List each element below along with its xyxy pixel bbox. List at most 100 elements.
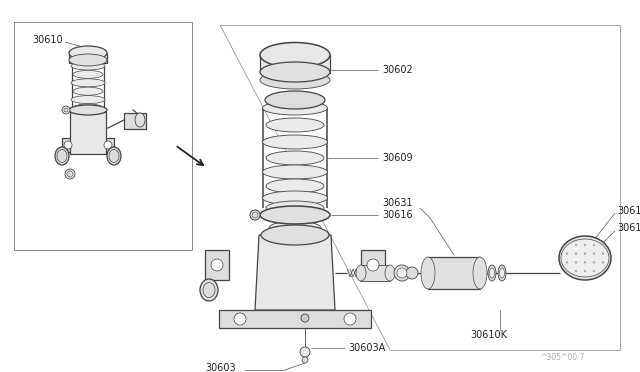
Ellipse shape xyxy=(135,113,145,127)
Ellipse shape xyxy=(69,46,107,60)
Bar xyxy=(70,112,106,154)
Circle shape xyxy=(584,244,586,246)
Circle shape xyxy=(211,259,223,271)
Ellipse shape xyxy=(71,79,105,87)
Circle shape xyxy=(367,259,379,271)
Ellipse shape xyxy=(488,265,496,281)
Bar xyxy=(205,250,229,280)
Bar xyxy=(69,53,107,63)
Ellipse shape xyxy=(57,150,67,163)
Circle shape xyxy=(64,141,72,149)
Ellipse shape xyxy=(490,268,495,278)
Ellipse shape xyxy=(71,96,105,103)
Ellipse shape xyxy=(266,118,324,132)
Text: 30609: 30609 xyxy=(382,153,413,163)
Ellipse shape xyxy=(473,257,487,289)
Ellipse shape xyxy=(498,265,506,281)
Ellipse shape xyxy=(69,105,107,115)
Text: 30610K: 30610K xyxy=(470,330,507,340)
Circle shape xyxy=(252,212,258,218)
Bar xyxy=(14,22,192,250)
Ellipse shape xyxy=(107,147,121,165)
Circle shape xyxy=(301,314,309,322)
Text: 30616: 30616 xyxy=(382,210,413,220)
Circle shape xyxy=(300,347,310,357)
Text: 30617: 30617 xyxy=(617,206,640,216)
Circle shape xyxy=(67,171,73,177)
Ellipse shape xyxy=(260,71,330,89)
Circle shape xyxy=(575,244,577,246)
Circle shape xyxy=(602,244,604,246)
Ellipse shape xyxy=(260,42,330,67)
Ellipse shape xyxy=(203,282,215,298)
Bar xyxy=(219,310,371,328)
Ellipse shape xyxy=(265,91,325,109)
Ellipse shape xyxy=(266,179,324,193)
Circle shape xyxy=(62,106,70,114)
Text: 30631: 30631 xyxy=(382,198,413,208)
Circle shape xyxy=(575,270,577,272)
Circle shape xyxy=(344,313,356,325)
Ellipse shape xyxy=(73,70,103,78)
Circle shape xyxy=(250,210,260,220)
Ellipse shape xyxy=(69,54,107,66)
Ellipse shape xyxy=(421,257,435,289)
Text: 30603: 30603 xyxy=(205,363,236,372)
Ellipse shape xyxy=(266,151,324,165)
Circle shape xyxy=(566,262,568,263)
Circle shape xyxy=(64,108,68,112)
Circle shape xyxy=(584,270,586,272)
Ellipse shape xyxy=(55,147,69,165)
Ellipse shape xyxy=(73,87,103,95)
Bar xyxy=(62,138,114,152)
Ellipse shape xyxy=(73,104,103,112)
Ellipse shape xyxy=(561,239,609,277)
Bar xyxy=(260,55,330,73)
Ellipse shape xyxy=(260,206,330,224)
Bar xyxy=(360,265,390,281)
Text: 30602: 30602 xyxy=(382,65,413,75)
Text: 30618: 30618 xyxy=(617,223,640,233)
Ellipse shape xyxy=(262,165,328,179)
Circle shape xyxy=(302,357,308,363)
Circle shape xyxy=(104,141,112,149)
Circle shape xyxy=(602,262,604,263)
Circle shape xyxy=(575,253,577,255)
Ellipse shape xyxy=(262,191,328,205)
Ellipse shape xyxy=(356,265,366,281)
Circle shape xyxy=(566,270,568,272)
Circle shape xyxy=(593,262,595,263)
Ellipse shape xyxy=(269,221,321,235)
Circle shape xyxy=(406,267,418,279)
Circle shape xyxy=(602,270,604,272)
Text: 30610: 30610 xyxy=(32,35,63,45)
Circle shape xyxy=(575,262,577,263)
Circle shape xyxy=(234,313,246,325)
Circle shape xyxy=(566,244,568,246)
Ellipse shape xyxy=(266,201,324,215)
Circle shape xyxy=(65,169,75,179)
Ellipse shape xyxy=(71,62,105,70)
Text: 30603A: 30603A xyxy=(348,343,385,353)
Ellipse shape xyxy=(559,236,611,280)
Bar xyxy=(124,113,146,129)
Ellipse shape xyxy=(109,150,119,163)
Ellipse shape xyxy=(261,225,329,245)
Bar xyxy=(361,250,385,280)
Ellipse shape xyxy=(385,265,395,281)
Circle shape xyxy=(584,253,586,255)
Polygon shape xyxy=(255,235,335,310)
Circle shape xyxy=(593,244,595,246)
Circle shape xyxy=(397,268,407,278)
Circle shape xyxy=(566,253,568,255)
Bar xyxy=(428,257,480,289)
Circle shape xyxy=(584,262,586,263)
Circle shape xyxy=(593,253,595,255)
Circle shape xyxy=(593,270,595,272)
Ellipse shape xyxy=(262,135,328,149)
Text: ^305^00·7: ^305^00·7 xyxy=(540,353,584,362)
Ellipse shape xyxy=(499,268,504,278)
Ellipse shape xyxy=(260,62,330,82)
Ellipse shape xyxy=(262,101,328,115)
Circle shape xyxy=(394,265,410,281)
